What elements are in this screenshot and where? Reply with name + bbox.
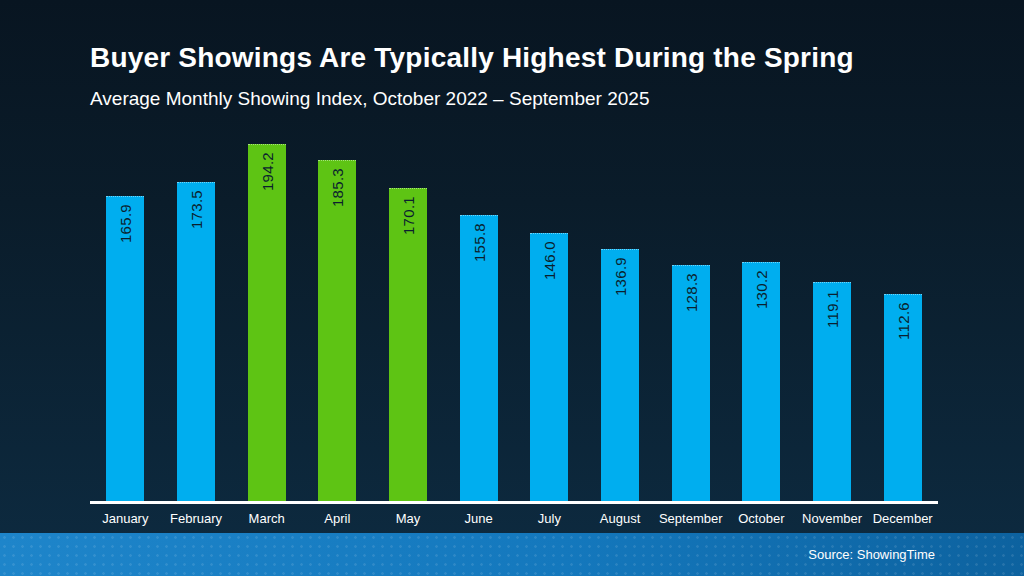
bar-july: 146.0 (530, 233, 568, 501)
chart-title: Buyer Showings Are Typically Highest Dur… (90, 42, 854, 74)
bar-column-february: 173.5February (161, 130, 232, 501)
bar-june: 155.8 (460, 215, 498, 501)
bar-value-label: 185.3 (329, 168, 346, 207)
bar-value-label: 146.0 (541, 241, 558, 280)
bar-february: 173.5 (177, 182, 215, 501)
bar-value-label: 155.8 (470, 223, 487, 262)
bar-may: 170.1 (389, 188, 427, 501)
bar-column-january: 165.9January (90, 130, 161, 501)
bar-column-june: 155.8June (443, 130, 514, 501)
bar-value-label: 128.3 (682, 273, 699, 312)
bar-value-label: 130.2 (753, 270, 770, 309)
bar-column-august: 136.9August (585, 130, 656, 501)
bar-column-april: 185.3April (302, 130, 373, 501)
bar-march: 194.2 (248, 144, 286, 501)
bar-november: 119.1 (813, 282, 851, 501)
bar-value-label: 165.9 (117, 204, 134, 243)
slide-background: Buyer Showings Are Typically Highest Dur… (0, 0, 1024, 576)
bar-value-label: 170.1 (400, 196, 417, 235)
bar-value-label: 194.2 (258, 152, 275, 191)
bar-december: 112.6 (884, 294, 922, 501)
bar-column-july: 146.0July (514, 130, 585, 501)
chart-subtitle: Average Monthly Showing Index, October 2… (90, 88, 649, 110)
bar-september: 128.3 (672, 265, 710, 501)
plot-area: 165.9January173.5February194.2March185.3… (90, 130, 938, 501)
bar-column-november: 119.1November (797, 130, 868, 501)
bar-value-label: 119.1 (824, 290, 841, 328)
source-note: Source: ShowingTime (808, 547, 935, 562)
bar-value-label: 136.9 (612, 257, 629, 296)
bar-value-label: 173.5 (188, 190, 205, 229)
footer-band: Source: ShowingTime (0, 533, 1024, 576)
bar-column-may: 170.1May (373, 130, 444, 501)
bar-column-december: 112.6December (867, 130, 938, 501)
x-axis-line (90, 501, 938, 504)
bar-april: 185.3 (318, 160, 356, 501)
bar-january: 165.9 (106, 196, 144, 501)
bar-august: 136.9 (601, 249, 639, 501)
bar-value-label: 112.6 (894, 302, 911, 340)
bar-column-october: 130.2October (726, 130, 797, 501)
x-axis-label: December (851, 511, 954, 526)
bar-column-september: 128.3September (655, 130, 726, 501)
bar-october: 130.2 (742, 262, 780, 501)
bar-column-march: 194.2March (231, 130, 302, 501)
